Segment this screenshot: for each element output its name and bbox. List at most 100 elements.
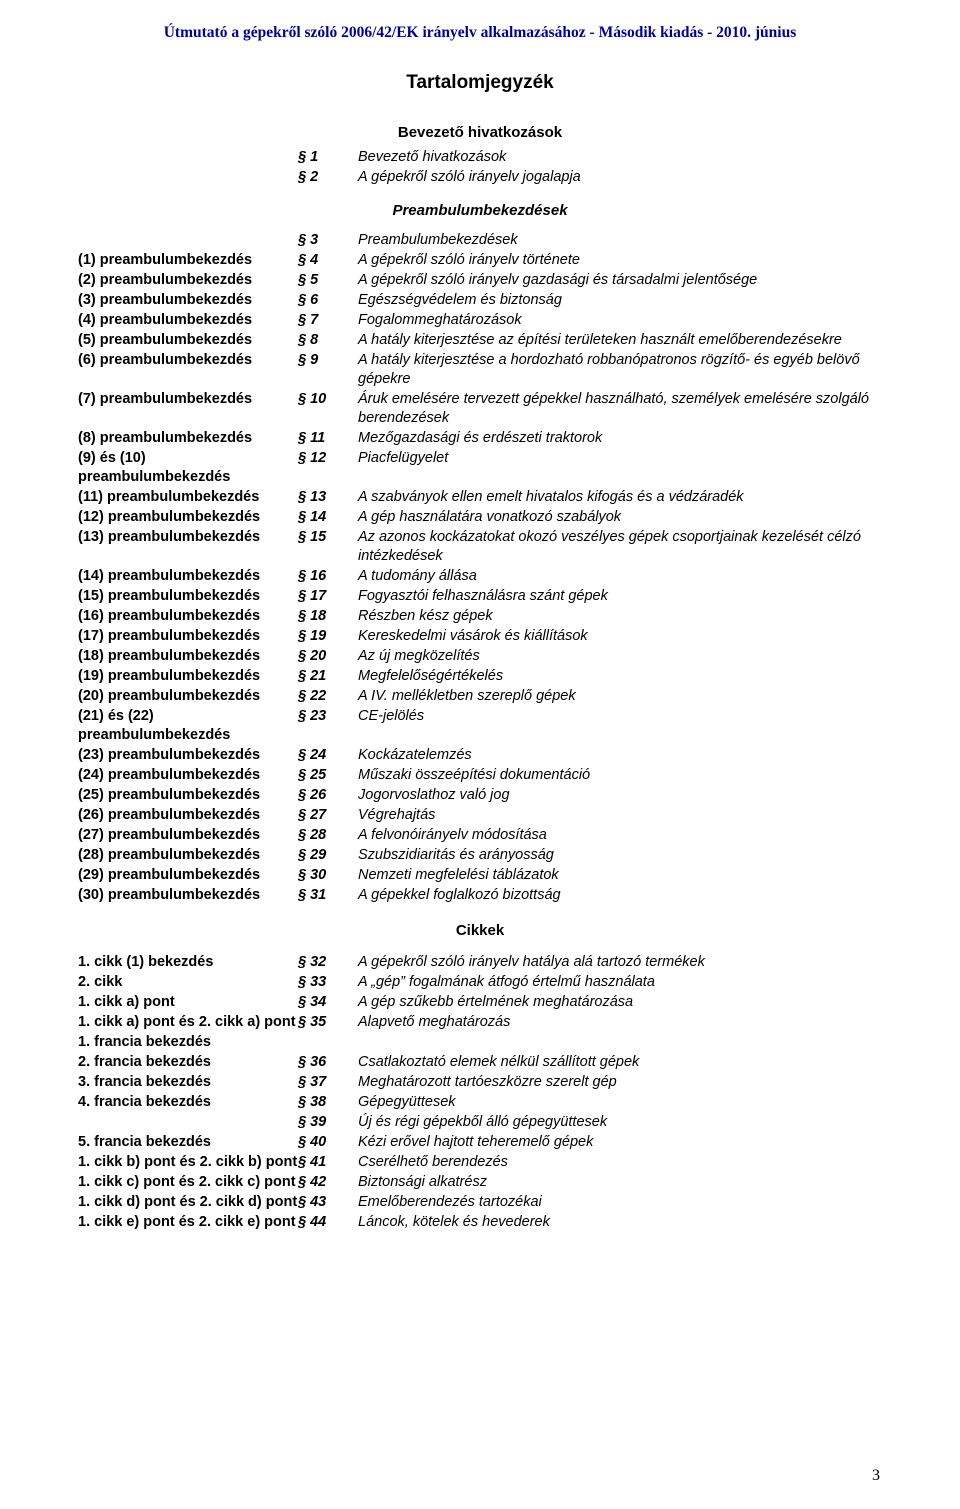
toc-description: Emelőberendezés tartozékai <box>358 1192 882 1212</box>
toc-row: (17) preambulumbekezdés§ 19Kereskedelmi … <box>78 626 882 646</box>
toc-row: (6) preambulumbekezdés§ 9A hatály kiterj… <box>78 350 882 389</box>
toc-ref: (11) preambulumbekezdés <box>78 487 298 507</box>
toc-ref: (9) és (10) preambulumbekezdés <box>78 448 298 487</box>
toc-section-number: § 21 <box>298 666 358 686</box>
toc-description: Az új megközelítés <box>358 646 882 666</box>
toc-description: Csatlakoztató elemek nélkül szállított g… <box>358 1052 882 1072</box>
toc-section-number: § 29 <box>298 845 358 865</box>
toc-row: (11) preambulumbekezdés§ 13A szabványok … <box>78 487 882 507</box>
toc-description: Mezőgazdasági és erdészeti traktorok <box>358 428 882 448</box>
toc-section-number: § 23 <box>298 706 358 745</box>
toc-description: Meghatározott tartóeszközre szerelt gép <box>358 1072 882 1092</box>
toc-ref: (12) preambulumbekezdés <box>78 507 298 527</box>
toc-row: § 2A gépekről szóló irányelv jogalapja <box>78 167 882 187</box>
toc-ref: (7) preambulumbekezdés <box>78 389 298 428</box>
toc-section-number: § 39 <box>298 1112 358 1132</box>
toc-description: Végrehajtás <box>358 805 882 825</box>
toc-row: (20) preambulumbekezdés§ 22A IV. mellékl… <box>78 686 882 706</box>
toc-description: Új és régi gépekből álló gépegyüttesek <box>358 1112 882 1132</box>
toc-section-number: § 11 <box>298 428 358 448</box>
toc-description: A hatály kiterjesztése az építési terüle… <box>358 330 882 350</box>
toc-section-number: § 33 <box>298 972 358 992</box>
toc-row: 3. francia bekezdés§ 37Meghatározott tar… <box>78 1072 882 1092</box>
toc-row: 1. francia bekezdés <box>78 1032 882 1052</box>
toc-ref: (21) és (22) preambulumbekezdés <box>78 706 298 745</box>
toc-row: 5. francia bekezdés§ 40Kézi erővel hajto… <box>78 1132 882 1152</box>
toc-description: Megfelelőségértékelés <box>358 666 882 686</box>
toc-row: 4. francia bekezdés§ 38Gépegyüttesek <box>78 1092 882 1112</box>
toc-row: 1. cikk a) pont§ 34A gép szűkebb értelmé… <box>78 992 882 1012</box>
page: Útmutató a gépekről szóló 2006/42/EK irá… <box>0 0 960 1509</box>
toc-ref: (17) preambulumbekezdés <box>78 626 298 646</box>
toc-section-number: § 12 <box>298 448 358 487</box>
toc-section-number: § 27 <box>298 805 358 825</box>
toc-row: (25) preambulumbekezdés§ 26Jogorvoslatho… <box>78 785 882 805</box>
toc-description: Fogalommeghatározások <box>358 310 882 330</box>
toc-row: (12) preambulumbekezdés§ 14A gép használ… <box>78 507 882 527</box>
toc-ref: 1. cikk e) pont és 2. cikk e) pont <box>78 1212 298 1232</box>
toc-ref: (24) preambulumbekezdés <box>78 765 298 785</box>
toc-row: (24) preambulumbekezdés§ 25Műszaki össze… <box>78 765 882 785</box>
toc-description: Cserélhető berendezés <box>358 1152 882 1172</box>
running-header: Útmutató a gépekről szóló 2006/42/EK irá… <box>78 24 882 42</box>
toc-section-number: § 18 <box>298 606 358 626</box>
toc-ref: (2) preambulumbekezdés <box>78 270 298 290</box>
toc-ref <box>78 1112 298 1132</box>
doc-title: Tartalomjegyzék <box>78 72 882 94</box>
toc-description: A „gép” fogalmának átfogó értelmű haszná… <box>358 972 882 992</box>
toc-section-number: § 24 <box>298 745 358 765</box>
toc-ref: (8) preambulumbekezdés <box>78 428 298 448</box>
toc-section-number: § 42 <box>298 1172 358 1192</box>
toc-section-number: § 17 <box>298 586 358 606</box>
toc-row: (4) preambulumbekezdés§ 7Fogalommeghatár… <box>78 310 882 330</box>
toc-description: Áruk emelésére tervezett gépekkel haszná… <box>358 389 882 428</box>
toc-row: (7) preambulumbekezdés§ 10Áruk emelésére… <box>78 389 882 428</box>
toc-row: (26) preambulumbekezdés§ 27Végrehajtás <box>78 805 882 825</box>
toc-row: 1. cikk c) pont és 2. cikk c) pont§ 42Bi… <box>78 1172 882 1192</box>
toc-description: A tudomány állása <box>358 566 882 586</box>
toc-section-number: § 5 <box>298 270 358 290</box>
toc-row: (3) preambulumbekezdés§ 6Egészségvédelem… <box>78 290 882 310</box>
toc-description: Piacfelügyelet <box>358 448 882 487</box>
toc-ref: (16) preambulumbekezdés <box>78 606 298 626</box>
toc-row: (14) preambulumbekezdés§ 16A tudomány ál… <box>78 566 882 586</box>
toc-section-number <box>298 1032 358 1052</box>
toc-row: (23) preambulumbekezdés§ 24Kockázatelemz… <box>78 745 882 765</box>
toc-ref: (5) preambulumbekezdés <box>78 330 298 350</box>
toc-ref: (19) preambulumbekezdés <box>78 666 298 686</box>
toc-ref <box>78 230 298 250</box>
toc-row: (5) preambulumbekezdés§ 8A hatály kiterj… <box>78 330 882 350</box>
toc-row: § 39Új és régi gépekből álló gépegyüttes… <box>78 1112 882 1132</box>
toc-description <box>358 1032 882 1052</box>
toc-ref: 4. francia bekezdés <box>78 1092 298 1112</box>
subheading-preambulum: Preambulumbekezdések <box>78 201 882 220</box>
toc-section-number: § 3 <box>298 230 358 250</box>
toc-row: 1. cikk a) pont és 2. cikk a) pont§ 35Al… <box>78 1012 882 1032</box>
toc-row: 1. cikk e) pont és 2. cikk e) pont§ 44Lá… <box>78 1212 882 1232</box>
toc-section-number: § 20 <box>298 646 358 666</box>
toc-section-number: § 7 <box>298 310 358 330</box>
toc-description: Műszaki összeépítési dokumentáció <box>358 765 882 785</box>
toc-ref: (18) preambulumbekezdés <box>78 646 298 666</box>
toc-row: (19) preambulumbekezdés§ 21Megfelelőségé… <box>78 666 882 686</box>
toc-description: Fogyasztói felhasználásra szánt gépek <box>358 586 882 606</box>
toc-row: (16) preambulumbekezdés§ 18Részben kész … <box>78 606 882 626</box>
toc-description: A IV. mellékletben szereplő gépek <box>358 686 882 706</box>
toc-description: Az azonos kockázatokat okozó veszélyes g… <box>358 527 882 566</box>
toc-description: Egészségvédelem és biztonság <box>358 290 882 310</box>
toc-ref: 1. cikk a) pont és 2. cikk a) pont <box>78 1012 298 1032</box>
toc-row: (9) és (10) preambulumbekezdés§ 12Piacfe… <box>78 448 882 487</box>
toc-ref: (15) preambulumbekezdés <box>78 586 298 606</box>
toc-section-number: § 25 <box>298 765 358 785</box>
toc-row: (2) preambulumbekezdés§ 5A gépekről szól… <box>78 270 882 290</box>
toc-ref: (29) preambulumbekezdés <box>78 865 298 885</box>
toc-row: (8) preambulumbekezdés§ 11Mezőgazdasági … <box>78 428 882 448</box>
toc-row: § 3Preambulumbekezdések <box>78 230 882 250</box>
toc-ref: 1. cikk d) pont és 2. cikk d) pont <box>78 1192 298 1212</box>
toc-description: Kereskedelmi vásárok és kiállítások <box>358 626 882 646</box>
toc-ref <box>78 147 298 167</box>
toc-section-number: § 36 <box>298 1052 358 1072</box>
toc-ref <box>78 167 298 187</box>
toc-row: (18) preambulumbekezdés§ 20Az új megköze… <box>78 646 882 666</box>
section-heading-intro: Bevezető hivatkozások <box>78 124 882 141</box>
